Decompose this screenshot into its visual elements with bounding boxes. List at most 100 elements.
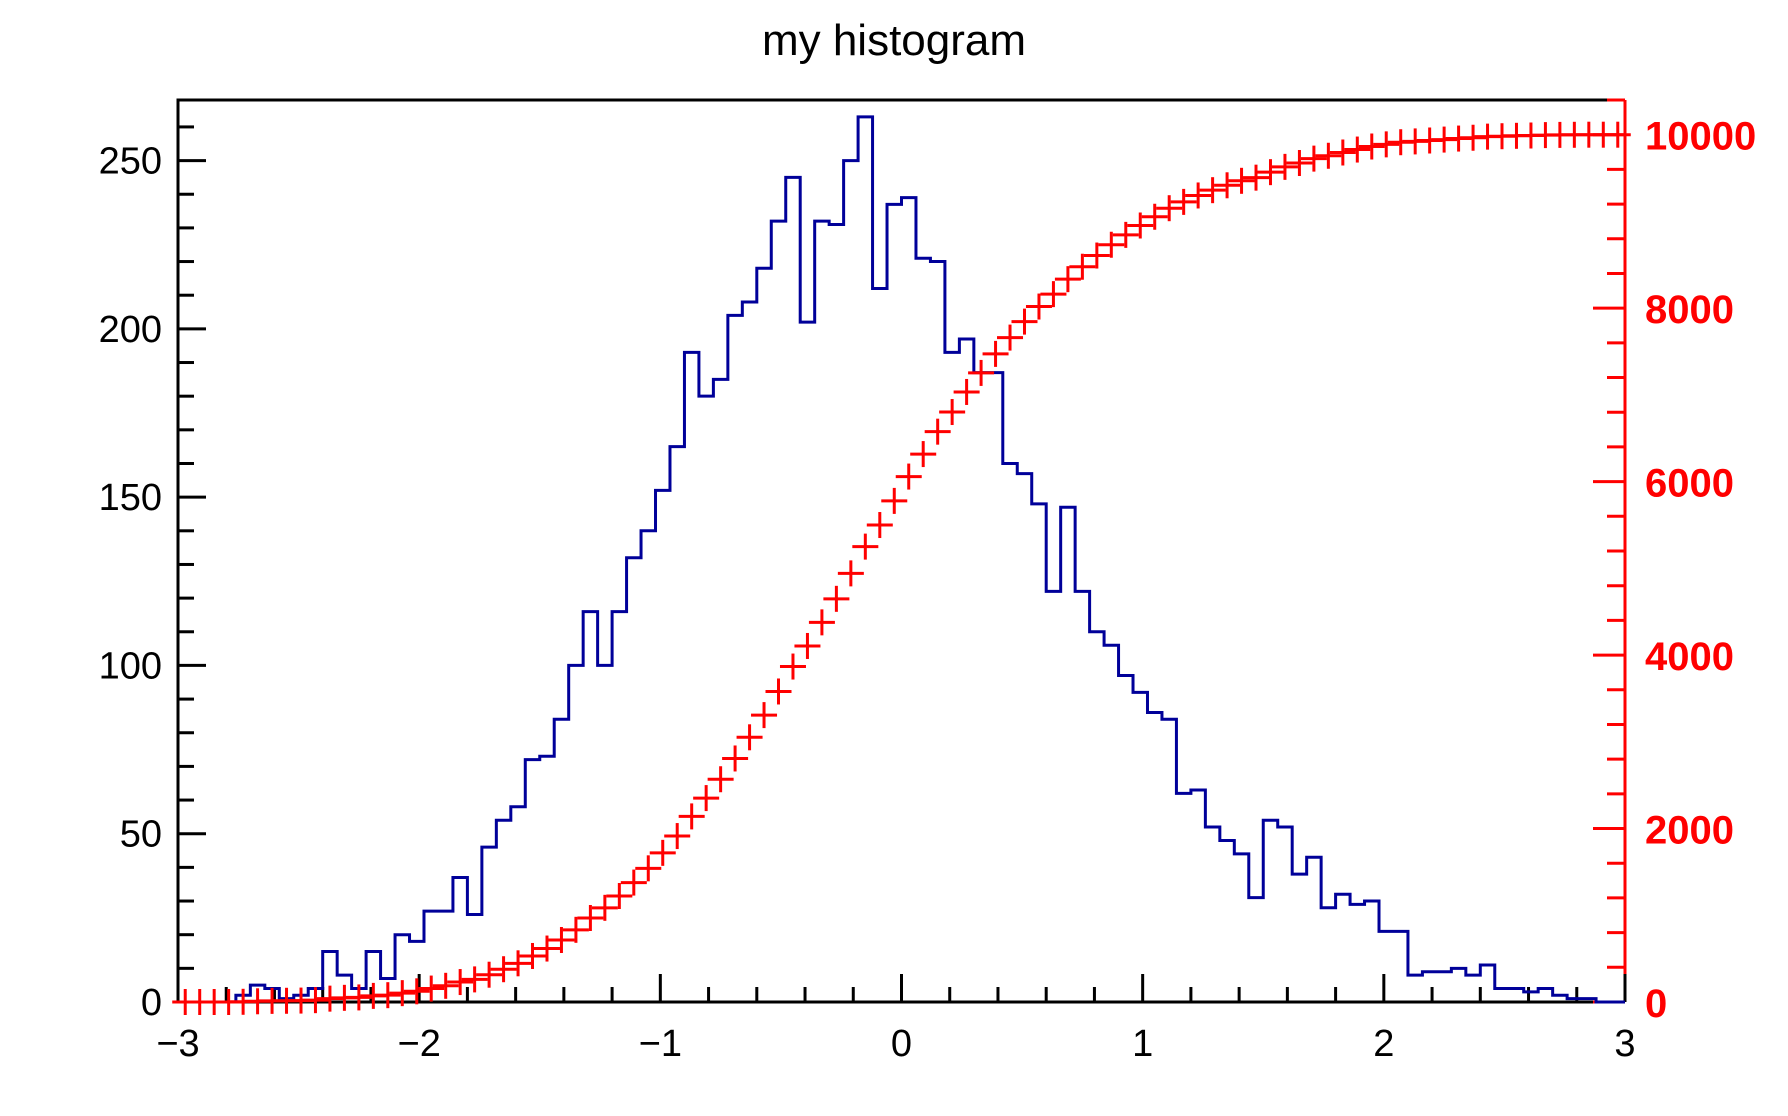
y-left-tick-label: 250 [99, 141, 162, 183]
y-left-tick-label: 150 [99, 477, 162, 519]
cumulative-marker [1373, 131, 1400, 158]
cumulative-marker [577, 905, 604, 932]
cumulative-marker [476, 961, 503, 988]
cumulative-marker [1329, 139, 1356, 166]
cumulative-marker [1315, 142, 1342, 169]
cumulative-marker [1141, 203, 1168, 230]
cumulative-marker [1604, 121, 1631, 148]
x-tick-label: −1 [639, 1023, 682, 1065]
cumulative-marker [606, 883, 633, 910]
cumulative-marker [939, 399, 966, 426]
x-tick-label: −3 [156, 1023, 199, 1065]
cumulative-marker [794, 632, 821, 659]
cumulative-marker [1025, 293, 1052, 320]
cumulative-marker [823, 585, 850, 612]
cumulative-marker [1069, 253, 1096, 280]
cumulative-marker [432, 972, 459, 999]
x-axis: −3 −2 −1 0 1 2 3 [156, 974, 1636, 1065]
cumulative-marker [1011, 308, 1038, 335]
histogram-step-line [178, 115, 1625, 1004]
cumulative-marker [997, 324, 1024, 351]
cumulative-marker [751, 702, 778, 729]
cumulative-marker [968, 359, 995, 386]
cumulative-marker [693, 785, 720, 812]
cumulative-marker [1054, 266, 1081, 293]
cumulative-marker [1286, 149, 1313, 176]
x-tick-label: 1 [1132, 1023, 1153, 1065]
cumulative-marker [866, 512, 893, 539]
cumulative-marker [505, 950, 532, 977]
cumulative-marker [1358, 133, 1385, 160]
cumulative-marker [345, 984, 372, 1011]
cumulative-marker [302, 987, 329, 1014]
y-right-tick-label: 2000 [1645, 809, 1734, 853]
y-left-tick-label: 200 [99, 309, 162, 351]
cumulative-marker [533, 935, 560, 962]
cumulative-marker [837, 560, 864, 587]
cumulative-marker [808, 609, 835, 636]
y-right-tick-label: 10000 [1645, 115, 1756, 159]
cumulative-marker [722, 745, 749, 772]
cumulative-marker [649, 839, 676, 866]
y-right-tick-label: 6000 [1645, 462, 1734, 506]
cumulative-marker [765, 678, 792, 705]
cumulative-marker [591, 894, 618, 921]
x-tick-label: −2 [398, 1023, 441, 1065]
y-left-tick-label: 100 [99, 645, 162, 687]
cumulative-marker [1112, 221, 1139, 248]
cumulative-marker [1228, 167, 1255, 194]
cumulative-marker [895, 463, 922, 490]
cumulative-marker [461, 966, 488, 993]
cumulative-marker [1257, 159, 1284, 186]
cumulative-marker [635, 855, 662, 882]
cumulative-marker [418, 975, 445, 1002]
cumulative-marker [1243, 164, 1270, 191]
cumulative-marker [519, 942, 546, 969]
x-tick-label: 3 [1614, 1023, 1635, 1065]
histogram-series [178, 115, 1625, 1004]
y-left-tick-label: 50 [120, 814, 162, 856]
cumulative-marker [403, 978, 430, 1005]
x-tick-label: 0 [891, 1023, 912, 1065]
cumulative-marker [881, 487, 908, 514]
cumulative-marker [490, 956, 517, 983]
cumulative-marker [1156, 195, 1183, 222]
cumulative-marker [374, 982, 401, 1009]
cumulative-marker [664, 823, 691, 850]
x-tick-label: 2 [1373, 1023, 1394, 1065]
cumulative-marker [1185, 182, 1212, 209]
cumulative-marker [1199, 177, 1226, 204]
cumulative-marker [447, 969, 474, 996]
cumulative-marker [1214, 172, 1241, 199]
cumulative-marker [1271, 153, 1298, 180]
cumulative-marker [982, 340, 1009, 367]
cumulative-marker [1040, 281, 1067, 308]
cumulative-marker [910, 441, 937, 468]
cumulative-marker [1098, 231, 1125, 258]
cumulative-marker [620, 869, 647, 896]
cumulative-marker [678, 803, 705, 830]
cumulative-marker [562, 916, 589, 943]
y-left-tick-label: 0 [141, 982, 162, 1024]
y-right-tick-label: 8000 [1645, 288, 1734, 332]
cumulative-marker [548, 926, 575, 953]
cumulative-marker [1170, 188, 1197, 215]
cumulative-marker [736, 724, 763, 751]
cumulative-marker [707, 766, 734, 793]
cumulative-marker [953, 378, 980, 405]
cumulative-series [172, 121, 1631, 1015]
cumulative-marker [924, 418, 951, 445]
y-axis-right: 0 2000 4000 6000 8000 10000 [1593, 98, 1756, 1026]
cumulative-marker [1127, 212, 1154, 239]
frame-border [176, 98, 1625, 1002]
cumulative-marker [779, 653, 806, 680]
cumulative-marker [1300, 145, 1327, 172]
page-title: my histogram [762, 16, 1026, 65]
y-axis-left: 0 50 100 150 200 250 [99, 125, 206, 1024]
cumulative-marker [1344, 136, 1371, 163]
cumulative-marker [1083, 242, 1110, 269]
cumulative-marker [852, 533, 879, 560]
